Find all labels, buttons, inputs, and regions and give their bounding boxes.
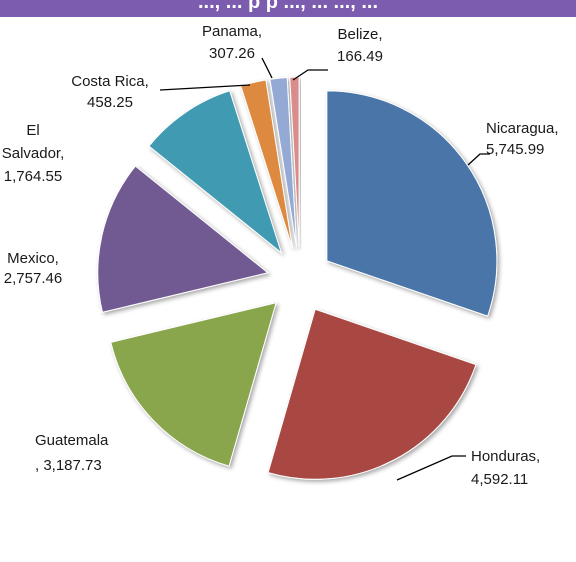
- pie-slice-mexico: [97, 165, 269, 313]
- leader-line-belize: [292, 69, 328, 81]
- pie-slice-honduras: [267, 308, 477, 480]
- pie-slice-guatemala: [110, 302, 277, 467]
- data-label-line: Guatemala: [35, 432, 109, 449]
- data-label-line: Panama,: [202, 23, 262, 40]
- data-label-line: 4,592.11: [471, 471, 528, 488]
- data-label-line: 2,757.46: [4, 270, 62, 287]
- chart-title-bar: ..., ... p p ..., ... ..., ...: [0, 0, 576, 17]
- data-label-el-salvador: El Salvador, 1,764.55: [2, 122, 65, 185]
- data-label-line: 307.26: [209, 45, 255, 62]
- pie-slice-nicaragua: [326, 90, 498, 317]
- data-label-line: 5,745.99: [486, 141, 544, 158]
- pie-slice-el-salvador: [148, 90, 283, 255]
- data-label-line: Salvador,: [2, 145, 65, 162]
- data-label-line: , 3,187.73: [35, 457, 102, 474]
- data-label-guatemala: Guatemala , 3,187.73: [35, 432, 109, 474]
- data-label-line: 166.49: [337, 48, 383, 65]
- pie-slice-belize: [289, 76, 300, 248]
- leader-line-honduras: [396, 455, 466, 481]
- chart-title-fragment: ..., ... p p ..., ... ..., ...: [197, 0, 379, 13]
- pie-slice-panama: [269, 76, 298, 248]
- data-label-belize: Belize, 166.49: [337, 26, 383, 65]
- data-label-nicaragua: Nicaragua, 5,745.99: [486, 120, 559, 158]
- data-label-line: El: [26, 122, 39, 139]
- data-label-panama: Panama, 307.26: [202, 23, 262, 62]
- leader-line-panama: [261, 57, 273, 79]
- leader-line-costa-rica: [159, 84, 251, 91]
- data-label-mexico: Mexico, 2,757.46: [4, 250, 62, 287]
- data-label-costa-rica: Costa Rica, 458.25: [71, 73, 149, 111]
- data-label-honduras: Honduras, 4,592.11: [471, 448, 540, 488]
- data-label-line: Mexico,: [7, 250, 59, 267]
- data-label-line: 458.25: [87, 94, 133, 111]
- data-label-line: Belize,: [337, 26, 382, 43]
- leader-line-nicaragua: [467, 153, 490, 166]
- data-label-line: 1,764.55: [4, 168, 62, 185]
- data-label-line: Honduras,: [471, 448, 540, 465]
- data-label-line: Costa Rica,: [71, 73, 149, 90]
- data-label-line: Nicaragua,: [486, 120, 559, 137]
